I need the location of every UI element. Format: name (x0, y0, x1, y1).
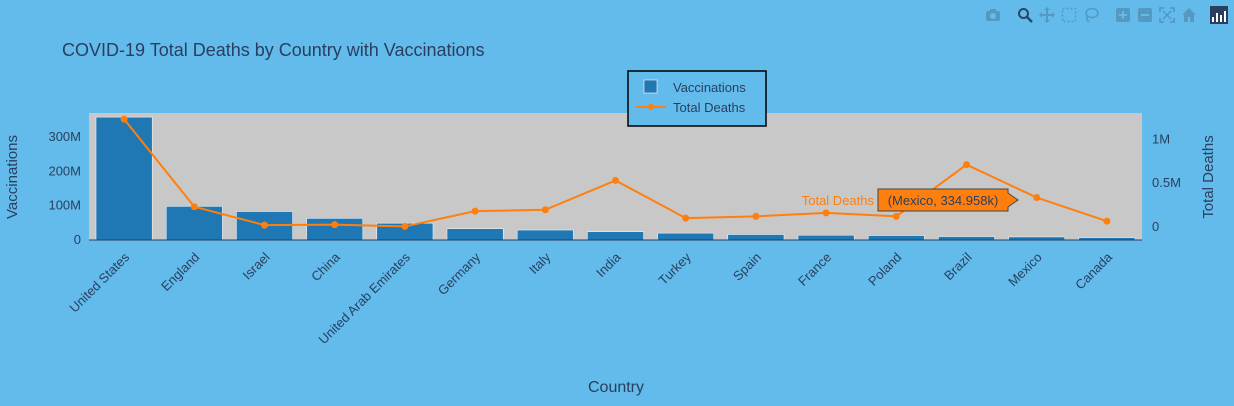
x-tick-label: Turkey (655, 249, 694, 288)
x-tick-label: Brazil (941, 249, 975, 283)
y2-tick-label: 0.5M (1152, 175, 1181, 190)
x-axis-title: Country (588, 379, 644, 396)
legend-marker-total-deaths (648, 104, 654, 110)
legend-label-vaccinations[interactable]: Vaccinations (673, 80, 746, 95)
point-canada[interactable] (1103, 217, 1111, 225)
hover-box (877, 188, 1019, 212)
y-tick-label: 200M (48, 163, 81, 178)
point-germany[interactable] (471, 207, 479, 215)
y-tick-label: 0 (74, 232, 81, 247)
point-spain[interactable] (752, 212, 760, 220)
zoom-in-icon[interactable] (1114, 6, 1132, 24)
plotly-logo-icon[interactable] (1210, 6, 1228, 24)
bar-turkey[interactable] (657, 232, 715, 241)
point-brazil[interactable] (963, 161, 970, 169)
point-italy[interactable] (541, 206, 549, 214)
bar-italy[interactable] (516, 229, 574, 241)
x-tick-label: Italy (526, 249, 554, 277)
chart-title: COVID-19 Total Deaths by Country with Va… (62, 40, 485, 60)
legend[interactable]: Vaccinations Total Deaths (627, 70, 767, 127)
bar-india[interactable] (587, 231, 644, 241)
hover-value-text: (Mexico, 334.958k) (888, 193, 999, 208)
box-select-icon[interactable] (1060, 6, 1078, 24)
bar-brazil[interactable] (938, 236, 995, 241)
point-poland[interactable] (892, 212, 900, 220)
y2-axis-ticks: 0 0.5M 1M (1152, 131, 1181, 234)
x-tick-label: France (795, 250, 834, 289)
point-england[interactable] (190, 203, 198, 211)
zoom-icon[interactable] (1016, 6, 1034, 24)
x-tick-label: China (308, 249, 343, 284)
y-tick-label: 300M (48, 129, 81, 144)
modebar (972, 4, 1228, 26)
point-china[interactable] (331, 221, 339, 229)
x-tick-label: Canada (1072, 249, 1115, 292)
bar-united-states[interactable] (95, 116, 153, 241)
x-tick-label: Poland (865, 250, 904, 289)
legend-label-total-deaths[interactable]: Total Deaths (673, 100, 746, 115)
x-tick-label: Germany (435, 249, 484, 298)
bar-france[interactable] (797, 234, 855, 241)
x-tick-label: England (158, 250, 202, 294)
x-tick-label: Israel (240, 249, 273, 282)
bar-poland[interactable] (867, 235, 925, 241)
y-axis-ticks: 0 100M 200M 300M (48, 129, 81, 247)
y-axis-title: Vaccinations (4, 135, 21, 219)
point-india[interactable] (612, 176, 619, 184)
point-turkey[interactable] (682, 214, 690, 222)
point-israel[interactable] (261, 221, 268, 229)
point-france[interactable] (822, 209, 830, 217)
y-tick-label: 100M (48, 198, 81, 213)
bar-series (95, 116, 1136, 241)
reset-axes-icon[interactable] (1180, 6, 1198, 24)
hover-tooltip: Total Deaths (Mexico, 334.958k) (802, 188, 1019, 212)
line-series (120, 115, 1111, 230)
camera-icon[interactable] (984, 6, 1002, 24)
point-united-states[interactable] (120, 115, 128, 123)
x-tick-label: India (593, 249, 624, 280)
bar-germany[interactable] (446, 228, 504, 241)
lasso-icon[interactable] (1082, 6, 1100, 24)
x-tick-label: Spain (730, 250, 764, 284)
x-tick-label: Mexico (1005, 250, 1045, 290)
hover-series-label: Total Deaths (802, 193, 875, 208)
bar-spain[interactable] (727, 234, 785, 241)
legend-swatch-vaccinations (643, 79, 658, 94)
zoom-out-icon[interactable] (1136, 6, 1154, 24)
autoscale-icon[interactable] (1158, 6, 1176, 24)
y2-axis-title: Total Deaths (1200, 135, 1217, 218)
point-mexico[interactable] (1033, 194, 1041, 202)
x-tick-label: United States (66, 249, 132, 315)
y2-tick-label: 1M (1152, 131, 1170, 146)
pan-icon[interactable] (1038, 6, 1056, 24)
y2-tick-label: 0 (1152, 219, 1159, 234)
point-united-arab-emirates[interactable] (401, 222, 409, 230)
